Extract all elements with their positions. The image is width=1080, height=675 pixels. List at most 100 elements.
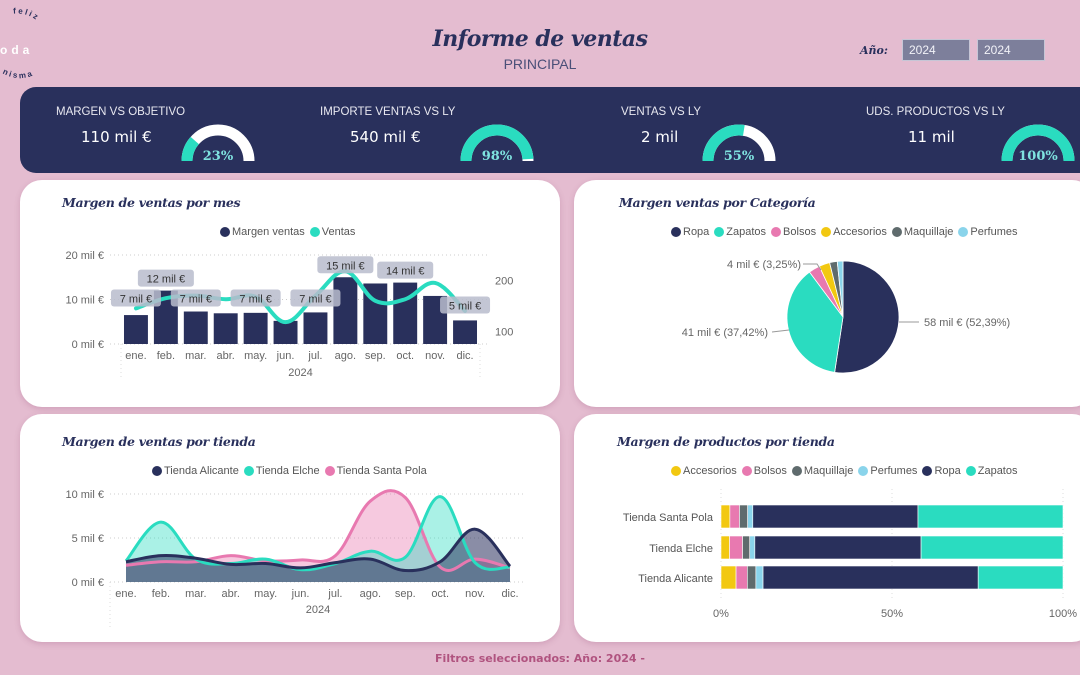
legend-label: Ropa [934, 465, 961, 477]
legend-label: Tienda Santa Pola [336, 465, 427, 477]
data-label: 7 mil € [299, 294, 331, 306]
bar-margen [123, 315, 148, 344]
data-label: 7 mil € [120, 294, 152, 306]
kpi-band: MARGEN VS OBJETIVO 110 mil € 23% IMPORTE… [20, 87, 1080, 173]
year-to-input[interactable]: 2024 [977, 39, 1045, 61]
legend-item[interactable]: Ropa [922, 465, 961, 477]
x-tick-label: jun. [291, 588, 310, 600]
y2-tick-label: 200 [495, 275, 513, 287]
card-title: Margen de ventas por tienda [62, 434, 256, 449]
legend-item[interactable]: Tienda Elche [243, 465, 320, 477]
gauge-value-label: 55% [724, 149, 755, 163]
bar-segment-accesorios [720, 565, 737, 590]
brand-logo: feliz oda nisma [0, 6, 39, 80]
kpi-label: MARGEN VS OBJETIVO [56, 106, 186, 118]
data-label: 5 mil € [449, 301, 481, 313]
data-label: 12 mil € [147, 274, 186, 286]
legend-item[interactable]: Maquillaje [891, 226, 953, 238]
bar-segment-zapatos [920, 535, 1064, 560]
card-margen-por-tienda: Margen de ventas por tienda Tienda Alica… [20, 414, 560, 642]
legend-label: Ropa [683, 226, 710, 238]
legend-item[interactable]: Zapatos [714, 226, 766, 238]
legend-label: Bolsos [753, 465, 787, 477]
kpi-gauge: 55% [702, 124, 776, 163]
bar-segment-ropa [754, 535, 922, 560]
legend-item[interactable]: Zapatos [965, 465, 1017, 477]
bar-margen [303, 312, 328, 344]
x-tick-label: may. [254, 588, 277, 600]
data-label: 7 mil € [239, 294, 271, 306]
legend-item[interactable]: Bolsos [741, 465, 787, 477]
y-tick-label: Tienda Elche [649, 543, 713, 555]
data-label: 14 mil € [386, 266, 425, 278]
x-tick-label: feb. [157, 350, 175, 362]
x-tick-label: 50% [881, 608, 903, 620]
bar-segment-ropa [762, 565, 979, 590]
slice-label: 58 mil € (52,39%) [924, 317, 1010, 329]
pie-slice-zapatos [786, 271, 844, 373]
year-filter-label: Año: [860, 44, 888, 57]
legend-dot [741, 466, 752, 476]
legend-item[interactable]: Margen ventas [220, 226, 305, 238]
legend-item[interactable]: Accesorios [671, 465, 737, 477]
bar-segment-bolsos [729, 504, 740, 529]
kpi-gauge: 23% [181, 124, 255, 163]
chart-legend: Accesorios Bolsos Maquillaje Perfumes Ropa Za… [671, 465, 1017, 477]
legend-dot [791, 466, 802, 476]
kpi-card-margen: MARGEN VS OBJETIVO 110 mil € 23% [20, 87, 280, 173]
x-tick-label: oct. [396, 350, 414, 362]
legend-item[interactable]: Maquillaje [791, 465, 853, 477]
x-tick-label: ene. [125, 350, 146, 362]
x-tick-label: jun. [276, 350, 295, 362]
kpi-label: UDS. PRODUCTOS VS LY [866, 106, 1005, 118]
logo-text-mid: oda [0, 43, 33, 57]
gauge-value-label: 23% [203, 149, 234, 163]
data-label-bg [440, 296, 491, 314]
year-from-input[interactable]: 2024 [902, 39, 970, 61]
legend-item[interactable]: Accesorios [821, 226, 887, 238]
monthly-margin-chart: 0 mil € 10 mil € 20 mil € 100 200 ene. feb. mar… [65, 250, 513, 380]
kpi-gauge: 98% [460, 124, 534, 163]
legend-dot [965, 466, 976, 476]
x-tick-label: jul. [327, 588, 342, 600]
x-tick-label: mar. [185, 350, 206, 362]
bar-segment-perfumes [755, 565, 764, 590]
legend-item[interactable]: Perfumes [958, 226, 1017, 238]
logo-text-top: feliz [13, 6, 39, 22]
legend-label: Perfumes [970, 226, 1018, 238]
bar-segment-maquillaje [739, 504, 748, 529]
legend-item[interactable]: Perfumes [858, 465, 917, 477]
y-tick-label: Tienda Santa Pola [623, 512, 714, 524]
pie-slice-perfumes [836, 260, 844, 318]
bar-segment-perfumes [747, 504, 754, 529]
kpi-value: 110 mil € [81, 128, 152, 146]
data-label-bg [110, 289, 161, 307]
kpi-value: 2 mil [641, 128, 679, 146]
gauge-fill [460, 124, 534, 162]
y-tick-label: 20 mil € [65, 250, 104, 262]
x-tick-label: feb. [152, 588, 170, 600]
x-axis-title: 2024 [288, 367, 312, 379]
legend-item[interactable]: Tienda Santa Pola [324, 465, 427, 477]
kpi-label: IMPORTE VENTAS VS LY [320, 106, 456, 118]
slice-label: 4 mil € (3,25%) [727, 259, 801, 271]
gauge-value-label: 98% [482, 149, 513, 163]
x-tick-label: oct. [431, 588, 449, 600]
legend-dot [671, 227, 681, 237]
bar-margen [183, 311, 208, 344]
gauge-fill [702, 124, 745, 162]
kpi-card-ventas: VENTAS VS LY 2 mil 55% [580, 87, 810, 173]
data-label-bg [170, 289, 221, 307]
y-tick-label: 10 mil € [65, 489, 104, 501]
x-tick-label: dic. [501, 588, 518, 600]
legend-item[interactable]: Bolsos [771, 226, 816, 238]
legend-item[interactable]: Tienda Alicante [152, 465, 239, 477]
x-tick-label: mar. [185, 588, 206, 600]
legend-label: Bolsos [783, 226, 817, 238]
line-tienda-santa-pola [125, 489, 511, 572]
bar-segment-ropa [752, 504, 919, 529]
bar-margen [273, 320, 298, 344]
legend-item[interactable]: Ropa [671, 226, 709, 238]
x-tick-label: 100% [1049, 608, 1077, 620]
legend-item[interactable]: Ventas [309, 226, 355, 238]
